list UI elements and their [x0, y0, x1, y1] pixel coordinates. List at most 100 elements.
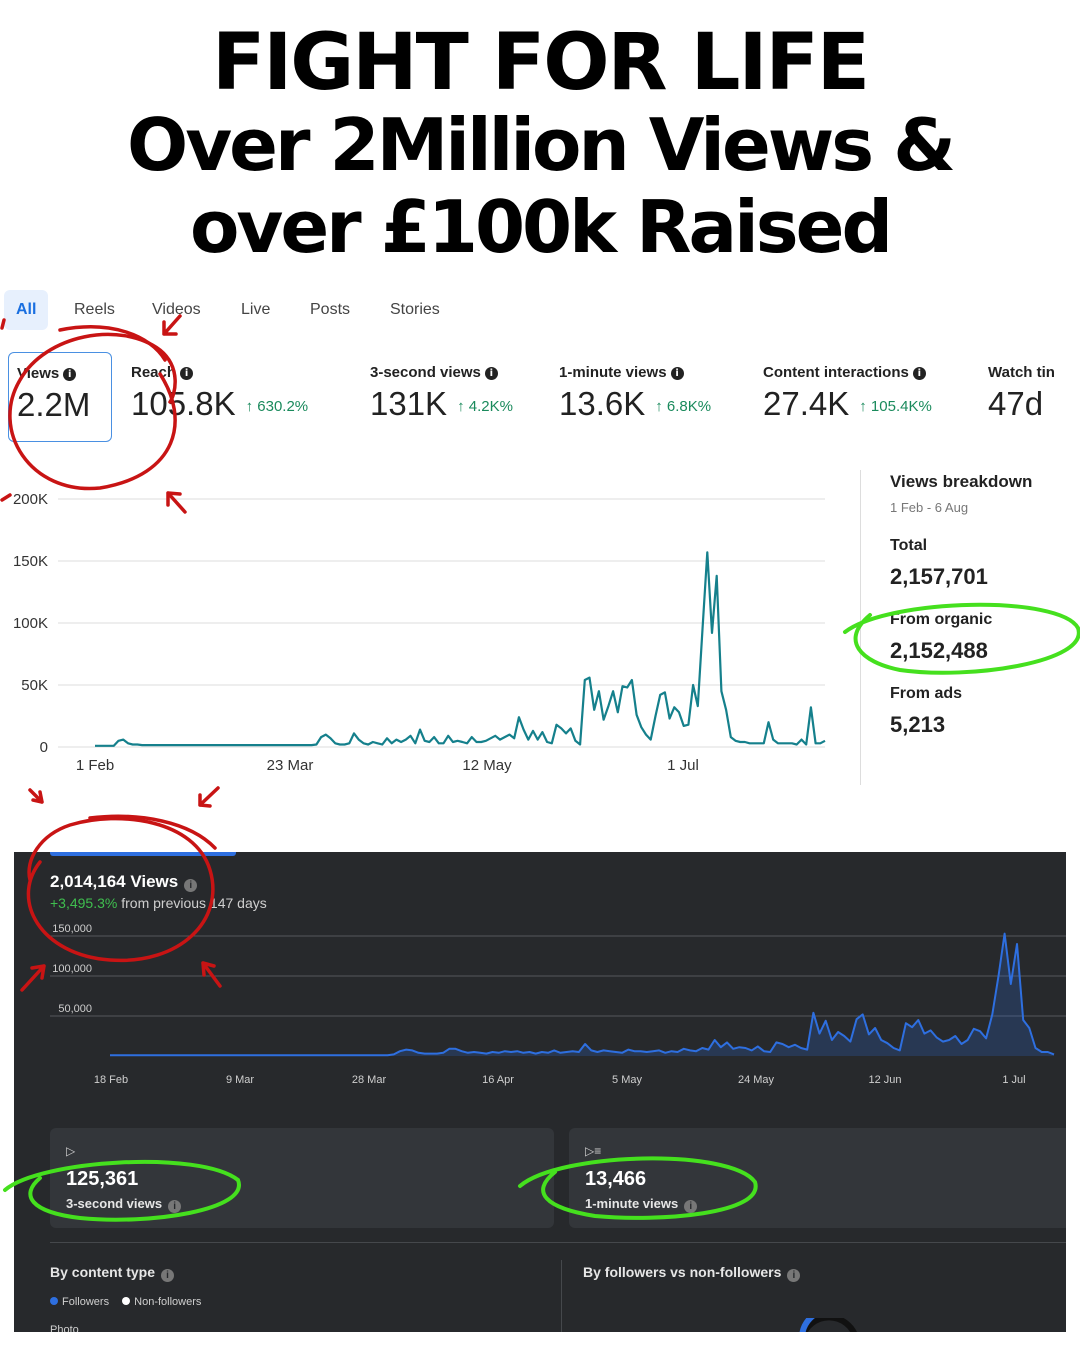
donut-arc-followers — [799, 1318, 816, 1332]
red-circle-annotation — [88, 814, 217, 850]
info-icon[interactable]: i — [912, 367, 926, 380]
metric-label: 3-second views — [370, 364, 481, 381]
metric-change: ↑ 4.2K% — [457, 398, 513, 415]
metric-content-interactions[interactable]: Content interactions i 27.4K ↑ 105.4K% — [763, 364, 932, 423]
x-tick-label: 12 May — [462, 757, 512, 774]
metric-label: 1-minute views — [559, 364, 667, 381]
red-circle-annotation — [8, 332, 177, 491]
card-1-minute-views[interactable]: ▷≡ 13,466 1-minute views i — [569, 1128, 1066, 1228]
info-icon[interactable]: i — [484, 367, 498, 380]
x-tick-label: 12 Jun — [868, 1074, 901, 1086]
green-circle-annotation — [518, 1156, 758, 1220]
metric-label: Content interactions — [763, 364, 909, 381]
y-tick-label: 150K — [13, 553, 48, 570]
headline: FIGHT FOR LIFE Over 2Million Views & ove… — [0, 22, 1080, 268]
y-tick-label: 100K — [13, 615, 48, 632]
divider — [561, 1260, 562, 1332]
metric-1-minute-views[interactable]: 1-minute views i 13.6K ↑ 6.8K% — [559, 364, 711, 423]
tab-videos[interactable]: Videos — [152, 301, 201, 318]
breakdown-total-value: 2,157,701 — [890, 564, 988, 589]
metric-value: 105.8K — [131, 385, 236, 422]
total-views-text: 2,014,164 Views — [50, 872, 179, 891]
series-area — [110, 933, 1054, 1056]
info-icon[interactable]: i — [684, 1200, 698, 1213]
views-change: +3,495.3% from previous 147 days — [50, 895, 267, 911]
x-tick-label: 1 Jul — [667, 757, 699, 774]
metric-value: 2.2M — [17, 386, 91, 423]
metric-3-second-views[interactable]: 3-second views i 131K ↑ 4.2K% — [370, 364, 513, 423]
breakdown-organic-label: From organic — [890, 611, 993, 628]
info-icon[interactable]: i — [63, 368, 77, 381]
metric-change: ↑ 105.4K% — [859, 398, 932, 415]
metric-reach[interactable]: Reach i 105.8K ↑ 630.2% — [131, 364, 308, 423]
card-label: 1-minute views — [585, 1196, 679, 1211]
info-icon[interactable]: i — [161, 1269, 175, 1282]
views-metric-card[interactable]: Views i 2.2M — [8, 352, 112, 442]
metric-views: Views i 2.2M — [17, 365, 90, 424]
tab-reels[interactable]: Reels — [74, 301, 115, 318]
x-tick-label: 23 Mar — [267, 757, 314, 774]
red-arrow-annotation — [198, 786, 220, 808]
y-tick-label: 50,000 — [58, 1003, 92, 1015]
info-icon[interactable]: i — [787, 1269, 801, 1282]
tab-live[interactable]: Live — [241, 301, 271, 318]
red-arrow-annotation — [162, 314, 182, 336]
red-arrow-annotation — [166, 491, 187, 514]
red-circle-annotation — [58, 325, 167, 362]
metric-change: ↑ 6.8K% — [655, 398, 712, 415]
breakdown-title: Views breakdown — [890, 472, 1033, 491]
row-label-photo: Photo — [50, 1324, 79, 1332]
card-value: 125,361 — [66, 1168, 139, 1190]
x-tick-label: 16 Apr — [482, 1074, 514, 1086]
metric-value: 47d — [988, 385, 1044, 422]
tab-all[interactable]: All — [4, 290, 49, 330]
x-tick-label: 1 Jul — [1002, 1074, 1025, 1086]
metric-watch-time[interactable]: Watch tin 47d — [988, 364, 1055, 423]
metric-label: Watch tin — [988, 364, 1055, 381]
selected-indicator — [50, 852, 236, 856]
y-tick-label: 150,000 — [52, 923, 92, 935]
card-value: 13,466 — [585, 1168, 647, 1190]
metric-label: Reach — [131, 364, 177, 381]
breakdown-total-label: Total — [890, 537, 928, 554]
views-change-percent: +3,495.3% — [50, 895, 118, 911]
legend-dot-non-followers — [122, 1297, 131, 1305]
red-arrow-annotation — [0, 318, 6, 330]
donut-chart — [799, 1318, 857, 1332]
red-arrow-annotation — [20, 964, 46, 992]
info-icon[interactable]: i — [168, 1200, 182, 1213]
play-icon: ▷ — [66, 1144, 76, 1158]
x-tick-label: 1 Feb — [76, 757, 114, 774]
y-tick-label: 100,000 — [52, 963, 92, 975]
x-tick-label: 24 May — [738, 1074, 775, 1086]
metric-value: 13.6K — [559, 385, 646, 422]
red-arrow-annotation — [0, 493, 12, 502]
x-tick-label: 5 May — [612, 1074, 642, 1086]
section-by-content-type: By content type i — [50, 1264, 175, 1282]
tab-posts[interactable]: Posts — [310, 301, 351, 318]
headline-line-2: Over 2Million Views & — [127, 103, 956, 187]
info-icon[interactable]: i — [670, 367, 684, 380]
y-tick-label: 50K — [21, 677, 48, 694]
x-tick-label: 28 Mar — [352, 1074, 387, 1086]
green-circle-annotation — [843, 602, 1080, 675]
legend-non-followers: Non-followers — [134, 1296, 202, 1308]
red-arrow-annotation — [28, 788, 44, 804]
metric-value: 27.4K — [763, 385, 850, 422]
red-circle-annotation — [26, 816, 215, 963]
card-3-second-views[interactable]: ▷ 125,361 3-second views i — [50, 1128, 554, 1228]
y-tick-label: 200K — [13, 491, 48, 508]
dark-analytics-panel: 2,014,164 Views i +3,495.3% from previous… — [14, 852, 1066, 1332]
section-followers-vs-non-followers: By followers vs non-followers i — [583, 1264, 801, 1282]
y-tick-label: 0 — [40, 739, 48, 756]
tab-stories[interactable]: Stories — [390, 301, 440, 318]
metric-value: 131K — [370, 385, 448, 422]
views-change-suffix: from previous 147 days — [117, 895, 267, 911]
info-icon[interactable]: i — [180, 367, 194, 380]
green-circle-annotation — [3, 1159, 241, 1222]
legend-followers: Followers — [62, 1296, 110, 1308]
info-icon[interactable]: i — [184, 879, 198, 892]
series-line — [95, 551, 826, 747]
legend-dot-followers — [50, 1297, 58, 1305]
